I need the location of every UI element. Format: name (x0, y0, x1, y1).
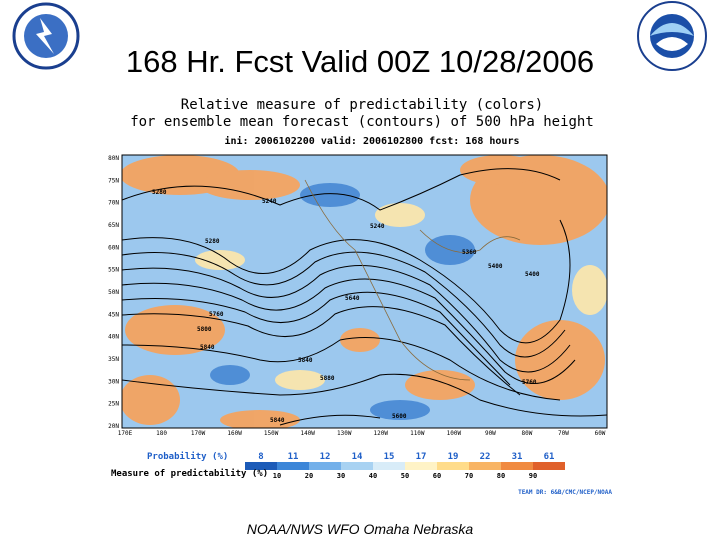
y-axis-label: 55N (108, 267, 119, 274)
map-subtitle: ini: 2006102200 valid: 2006102800 fcst: … (224, 135, 519, 147)
x-axis-label: 90W (485, 430, 496, 437)
predictability-map (122, 155, 607, 428)
probability-value: 19 (448, 452, 459, 462)
measure-value: 70 (465, 472, 473, 480)
contour-label: 5240 (370, 223, 385, 230)
probability-value: 17 (416, 452, 427, 462)
map-title: for ensemble mean forecast (contours) of… (130, 114, 594, 130)
y-axis-label: 80N (108, 155, 119, 162)
x-axis-label: 170W (191, 430, 206, 437)
probability-value: 11 (288, 452, 299, 462)
y-axis-label: 25N (108, 401, 119, 408)
nws-logo (12, 2, 80, 70)
probability-value: 12 (320, 452, 331, 462)
x-axis-label: 60W (595, 430, 606, 437)
measure-value: 80 (497, 472, 505, 480)
contour-label: 5840 (270, 417, 285, 424)
x-axis-label: 150W (264, 430, 279, 437)
contour-label: 5280 (152, 189, 167, 196)
probability-value: 15 (384, 452, 395, 462)
measure-value: 50 (401, 472, 409, 480)
x-axis-label: 170E (118, 430, 133, 437)
y-axis-label: 35N (108, 356, 119, 363)
contour-label: 5600 (392, 413, 407, 420)
measure-value: 30 (337, 472, 345, 480)
contour-label: 5880 (320, 375, 335, 382)
x-axis-label: 140W (300, 430, 315, 437)
x-axis-label: 180 (156, 430, 167, 437)
probability-value: 22 (480, 452, 491, 462)
y-axis-label: 65N (108, 222, 119, 229)
y-axis-label: 50N (108, 289, 119, 296)
probability-value: 14 (352, 452, 363, 462)
x-axis-label: 120W (374, 430, 389, 437)
x-axis-label: 80W (522, 430, 533, 437)
slide-title: 168 Hr. Fcst Valid 00Z 10/28/2006 (126, 44, 594, 79)
credit: TEAM DR: 6&B/CMC/NCEP/NOAA (518, 489, 612, 496)
contour-label: 5400 (488, 263, 503, 270)
contour-label: 5840 (200, 344, 215, 351)
y-axis-label: 60N (108, 244, 119, 251)
map-frame (121, 154, 608, 429)
contour-label: 5280 (205, 238, 220, 245)
x-axis-label: 160W (227, 430, 242, 437)
contour-label: 5640 (345, 295, 360, 302)
contour-label: 5760 (522, 379, 537, 386)
contour-label: 5240 (262, 198, 277, 205)
y-axis-label: 30N (108, 378, 119, 385)
y-axis-label: 45N (108, 311, 119, 318)
measure-value: 40 (369, 472, 377, 480)
footer: NOAA/NWS WFO Omaha Nebraska (247, 521, 474, 537)
contour-label: 5760 (209, 311, 224, 318)
y-axis-label: 75N (108, 177, 119, 184)
map-title: Relative measure of predictability (colo… (181, 97, 543, 113)
noaa-logo (637, 1, 707, 71)
colorbar (245, 462, 565, 470)
y-axis-label: 20N (108, 423, 119, 430)
probability-label: Probability (%) (147, 451, 228, 462)
x-axis-label: 130W (337, 430, 352, 437)
contour-label: 5840 (298, 357, 313, 364)
measure-value: 60 (433, 472, 441, 480)
measure-value: 90 (529, 472, 537, 480)
x-axis-label: 110W (410, 430, 425, 437)
measure-label: Measure of predictability (%) (111, 468, 268, 479)
x-axis-label: 70W (558, 430, 569, 437)
y-axis-label: 40N (108, 334, 119, 341)
measure-value: 10 (273, 472, 281, 480)
contour-label: 5400 (525, 271, 540, 278)
contour-label: 5360 (462, 249, 477, 256)
probability-value: 8 (258, 452, 263, 462)
probability-value: 31 (512, 452, 523, 462)
x-axis-label: 100W (447, 430, 462, 437)
probability-value: 61 (544, 452, 555, 462)
contour-label: 5800 (197, 326, 212, 333)
measure-value: 20 (305, 472, 313, 480)
y-axis-label: 70N (108, 200, 119, 207)
